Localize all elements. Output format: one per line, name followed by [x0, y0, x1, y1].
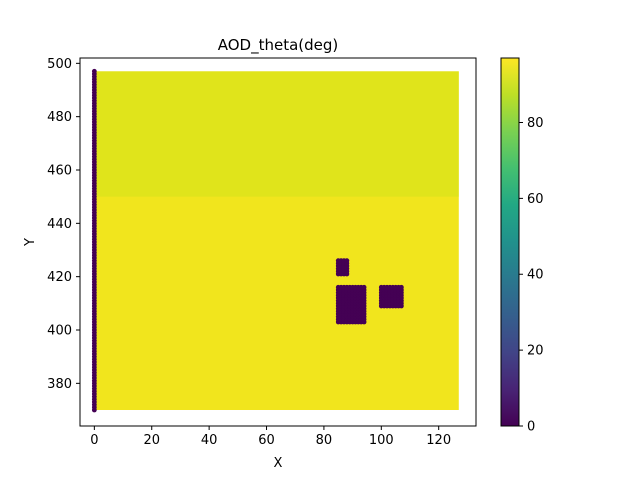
colorbar-tick-label: 80: [527, 116, 544, 131]
plot-area: [91, 68, 459, 413]
data-field: [94, 71, 459, 410]
y-tick-label: 440: [47, 217, 72, 232]
colorbar-tick-label: 0: [527, 420, 535, 435]
y-axis-label: Y: [23, 238, 38, 247]
plot-frame: [79, 57, 477, 427]
x-tick-label: 100: [369, 433, 394, 448]
x-tick-label: 120: [426, 433, 451, 448]
colorbar-ticks: 0 20 40 60 80: [519, 116, 544, 435]
colorbar-tick-label: 20: [527, 344, 544, 359]
y-axis-ticks: 380 400 420 440 460 480 500: [47, 57, 80, 392]
chart-title: AOD_theta(deg): [218, 36, 339, 55]
colorbar-tick-label: 40: [527, 268, 544, 283]
y-tick-label: 500: [47, 57, 72, 72]
y-tick-label: 420: [47, 270, 72, 285]
colorbar-tick-label: 60: [527, 192, 544, 207]
y-tick-label: 480: [47, 110, 72, 125]
y-tick-label: 400: [47, 324, 72, 339]
x-tick-label: 80: [316, 433, 333, 448]
cluster-point: [344, 258, 350, 264]
x-axis-ticks: 0 20 40 60 80 100 120: [90, 426, 451, 448]
x-tick-label: 20: [143, 433, 160, 448]
x-tick-label: 60: [258, 433, 275, 448]
x-tick-label: 40: [201, 433, 218, 448]
column-point: [91, 68, 97, 74]
data-points: [91, 68, 404, 413]
x-axis-label: X: [274, 456, 283, 471]
x-tick-label: 0: [90, 433, 98, 448]
cluster-point: [398, 284, 404, 290]
colorbar: [500, 57, 520, 427]
field-upper-band: [94, 71, 459, 197]
y-tick-label: 380: [47, 377, 72, 392]
cluster-point: [361, 284, 367, 290]
y-tick-label: 460: [47, 164, 72, 179]
